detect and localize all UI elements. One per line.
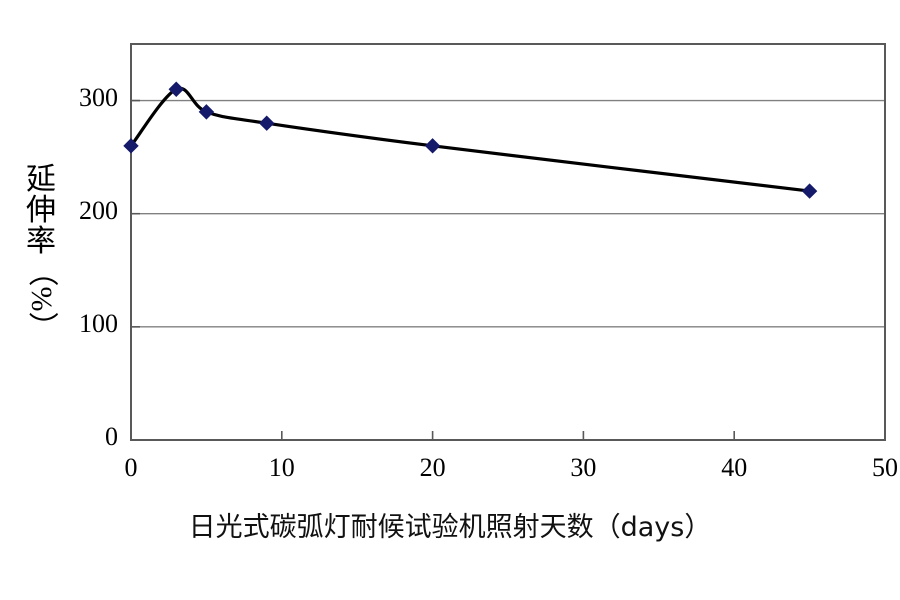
y-axis-unit: （%） (25, 256, 58, 342)
x-tick-label-30: 30 (570, 453, 597, 482)
y-axis-title-char-3: 率 (26, 223, 56, 259)
x-tick-label-20: 20 (419, 453, 446, 482)
y-axis-title-cjk: 延 伸 率 (14, 162, 68, 259)
data-point-marker (259, 115, 275, 131)
x-axis-tick-marks (280, 431, 736, 440)
y-tick-label-0: 0 (105, 422, 118, 451)
data-point-marker (198, 104, 215, 120)
data-point-marker (801, 183, 818, 199)
y-axis-tick-marks (131, 99, 140, 328)
plot-background (131, 44, 885, 440)
y-axis-title: 延 伸 率 （%） (14, 162, 68, 341)
x-tick-label-10: 10 (268, 453, 295, 482)
y-tick-label-200: 200 (79, 195, 118, 225)
x-axis-title: 日光式碳弧灯耐候试验机照射天数（days） (188, 512, 712, 543)
data-point-marker (424, 138, 441, 154)
y-axis-title-char-1: 延 (26, 162, 56, 197)
gridlines (131, 99, 885, 328)
y-axis-unit-wrap: （%） (14, 256, 68, 341)
data-point-marker (123, 138, 139, 154)
x-tick-label-0: 0 (124, 453, 138, 482)
series-markers (123, 81, 818, 199)
y-axis-title-char-2: 伸 (26, 192, 56, 228)
x-tick-label-40: 40 (721, 453, 748, 482)
plot-frame (130, 43, 886, 441)
y-tick-label-100: 100 (79, 308, 118, 338)
x-tick-label-50: 50 (872, 453, 898, 482)
data-point-marker (168, 81, 184, 97)
y-tick-label-300: 300 (79, 82, 118, 112)
